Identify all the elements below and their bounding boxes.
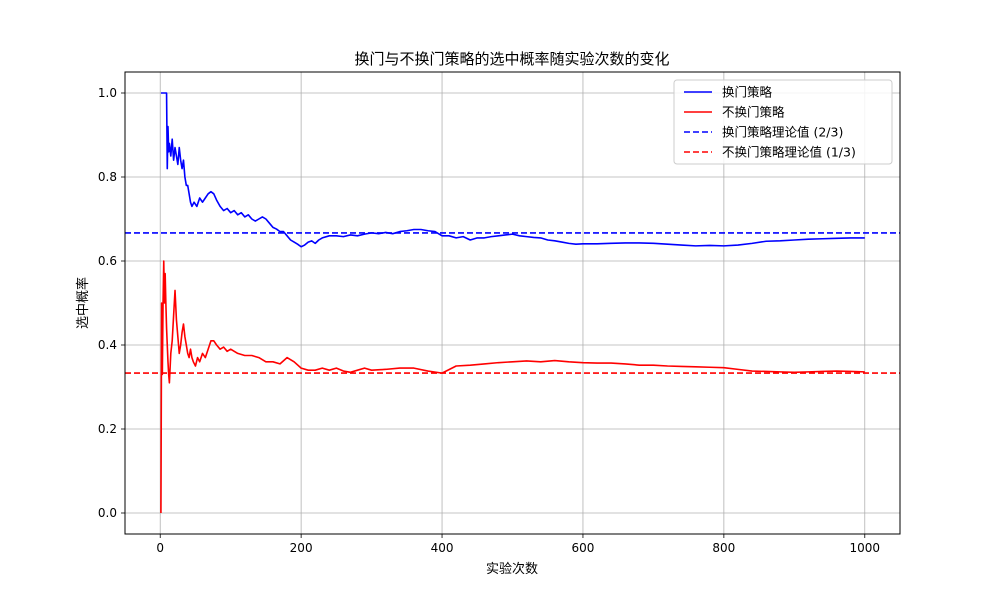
x-tick-label: 600 <box>572 541 595 555</box>
y-tick-label: 1.0 <box>98 86 117 100</box>
y-tick-label: 0.6 <box>98 254 117 268</box>
x-tick-label: 800 <box>712 541 735 555</box>
y-tick-label: 0.2 <box>98 422 117 436</box>
legend-label: 不换门策略理论值 (1/3) <box>722 145 856 160</box>
x-tick-label: 1000 <box>849 541 880 555</box>
legend-box <box>673 79 893 165</box>
x-tick-label: 200 <box>290 541 313 555</box>
x-tick-label: 0 <box>156 541 164 555</box>
chart-title: 换门与不换门策略的选中概率随实验次数的变化 <box>354 50 669 68</box>
y-tick-label: 0.0 <box>98 506 117 520</box>
legend-label: 换门策略 <box>722 85 773 100</box>
series-0-line <box>160 92 865 248</box>
ticks: 0 200 400 600 800 1000 0.0 0.2 0.4 0.6 0.8 1.0 <box>98 86 880 555</box>
plot-frame <box>124 71 901 535</box>
legend-label: 不换门策略 <box>722 105 785 120</box>
y-axis-label: 选中概率 <box>75 277 91 329</box>
y-tick-label: 0.8 <box>98 170 117 184</box>
legend-label: 换门策略理论值 (2/3) <box>722 125 843 140</box>
x-tick-label: 400 <box>431 541 454 555</box>
series-1-line <box>160 260 865 514</box>
y-tick-label: 0.4 <box>98 338 117 352</box>
data-lines <box>125 92 900 514</box>
x-axis-label: 实验次数 <box>486 561 538 577</box>
